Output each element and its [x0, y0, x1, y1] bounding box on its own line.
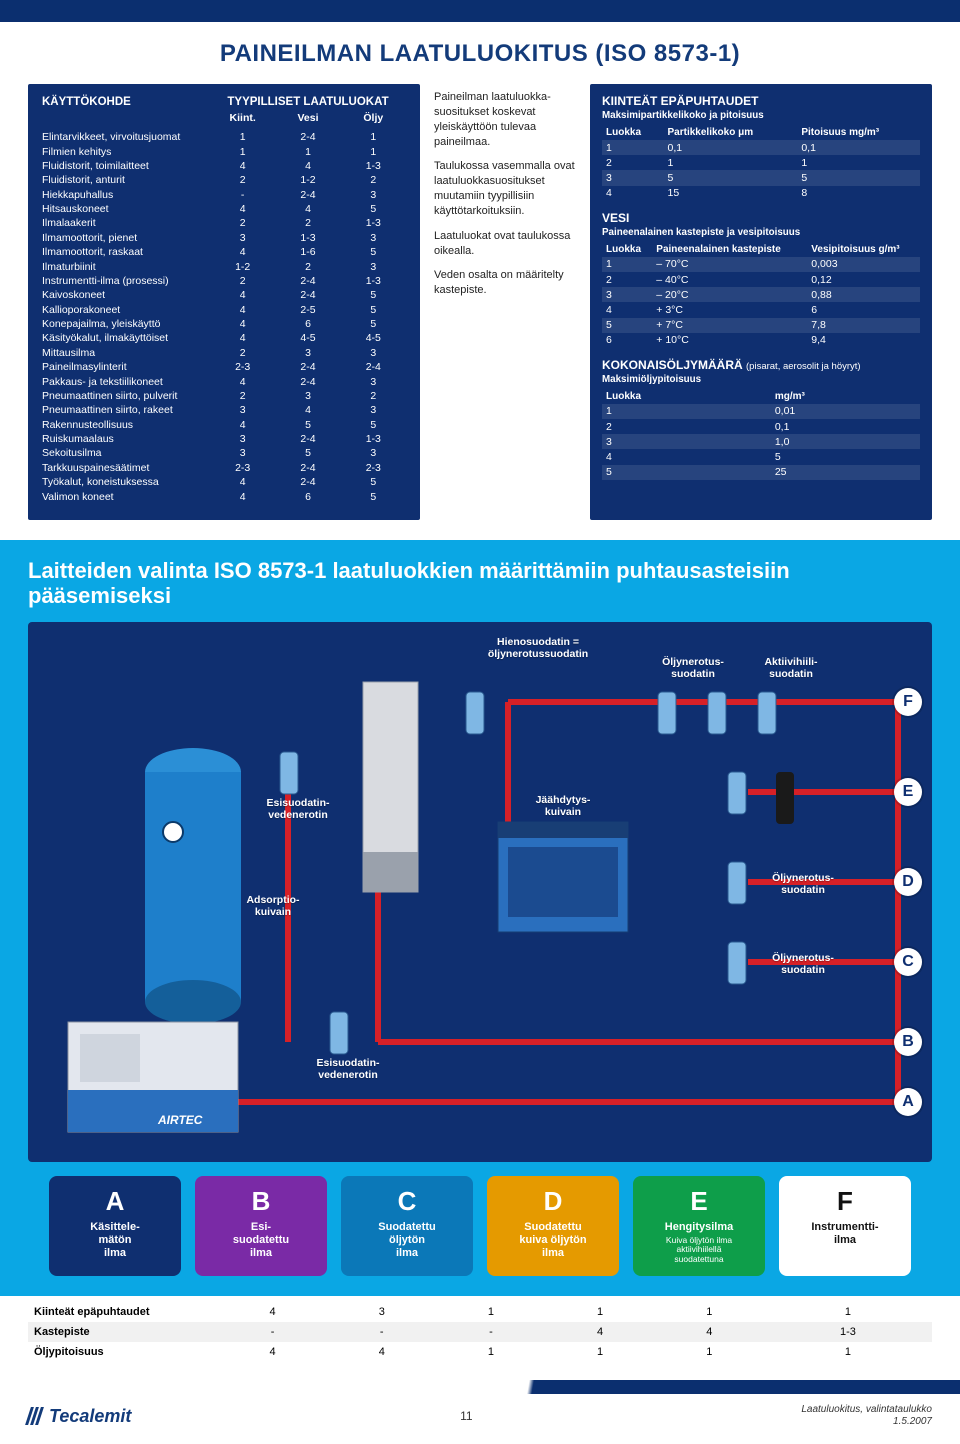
lbl-oljy1: Öljynerotus- suodatin — [648, 656, 738, 680]
bottom-table: Kiinteät epäpuhtaudet431111Kastepiste---… — [0, 1296, 960, 1380]
usage-row: Ilmalaakerit221-3 — [42, 216, 406, 230]
usage-row: Valimon koneet465 — [42, 489, 406, 503]
category-a: AKäsittele- mätön ilma — [49, 1176, 181, 1276]
usage-row: Kaivoskoneet42-45 — [42, 288, 406, 302]
usage-row: Pneumaattinen siirto, rakeet343 — [42, 403, 406, 417]
footer-right: Laatuluokitus, valintataulukko 1.5.2007 — [801, 1404, 932, 1428]
usage-row: Elintarvikkeet, virvoitusjuomat12-41 — [42, 130, 406, 144]
lbl-adsorp: Adsorptio- kuivain — [228, 894, 318, 918]
page-number: 11 — [460, 1409, 472, 1423]
svg-text:AIRTEC: AIRTEC — [157, 1113, 203, 1127]
usage-row: Sekoitusilma353 — [42, 446, 406, 460]
usage-table-panel: KÄYTTÖKOHDE TYYPILLISET LAATULUOKAT Kiin… — [28, 84, 420, 520]
usage-row: Instrumentti-ilma (prosessi)22-41-3 — [42, 274, 406, 288]
fixed-table1: LuokkaPartikkelikoko μmPitoisuus mg/m³ 1… — [602, 125, 920, 201]
mid-p4: Veden osalta on määritelty kastepiste. — [434, 268, 576, 298]
lbl-hieno: Hienosuodatin = öljynerotussuodatin — [458, 636, 618, 660]
usage-sub-oljy: Öljy — [341, 112, 406, 124]
lbl-esisuod2: Esisuodatin- vedenerotin — [298, 1057, 398, 1081]
usage-row: Ilmamoottorit, raskaat41-65 — [42, 245, 406, 259]
btable-row: Kastepiste---441-3 — [28, 1322, 932, 1342]
fixed-title2: VESI — [602, 211, 920, 225]
usage-row: Ilmaturbiinit1-223 — [42, 259, 406, 273]
fixed-table2: LuokkaPaineenalainen kastepisteVesipitoi… — [602, 242, 920, 348]
title-band: PAINEILMAN LAATULUOKITUS (ISO 8573-1) — [0, 22, 960, 84]
fixed-sub3: Maksimiöljypitoisuus — [602, 374, 920, 385]
usage-row: Kallioporakoneet42-55 — [42, 303, 406, 317]
usage-row: Ilmamoottorit, pienet31-33 — [42, 231, 406, 245]
btable-row: Kiinteät epäpuhtaudet431111 — [28, 1302, 932, 1322]
fixed-title1: KIINTEÄT EPÄPUHTAUDET — [602, 94, 920, 108]
category-f: FInstrumentti- ilma — [779, 1176, 911, 1276]
mid-p1: Paineilman laatuluokka­suositukset koske… — [434, 90, 576, 149]
footer: Tecalemit 11 Laatuluokitus, valintataulu… — [0, 1394, 960, 1444]
usage-row: Käsityökalut, ilmakäyttöiset44-54-5 — [42, 331, 406, 345]
diagram: AIRTEC Hie — [28, 622, 932, 1162]
lower-heading: Laitteiden valinta ISO 8573-1 laatuluokk… — [28, 558, 932, 609]
usage-row: Hitsauskoneet445 — [42, 202, 406, 216]
lbl-esisuod1: Esisuodatin- vedenerotin — [253, 797, 343, 821]
fixed-sub1: Maksimipartikkelikoko ja pitoisuus — [602, 110, 920, 121]
mid-p2: Taulukossa vasemmalla ovat laatuluokka­s… — [434, 159, 576, 218]
usage-header-use: KÄYTTÖKOHDE — [42, 96, 210, 108]
usage-row: Paineilmasylinterit2-32-42-4 — [42, 360, 406, 374]
usage-sub-vesi: Vesi — [275, 112, 340, 124]
lbl-oljy3: Öljynerotus- suodatin — [758, 952, 848, 976]
usage-row: Pakkaus- ja tekstiilikoneet42-43 — [42, 374, 406, 388]
usage-row: Fluidistorit, anturit21-22 — [42, 173, 406, 187]
usage-header-group: TYYPILLISET LAATULUOKAT — [210, 96, 406, 108]
lbl-jaah: Jäähdytys- kuivain — [518, 794, 608, 818]
usage-row: Rakennusteollisuus455 — [42, 418, 406, 432]
usage-row: Filmien kehitys111 — [42, 144, 406, 158]
usage-row: Ruiskumaalaus32-41-3 — [42, 432, 406, 446]
fixed-title3: KOKONAISÖLJYMÄÄRÄ (pisarat, aerosolit ja… — [602, 358, 920, 372]
btable-row: Öljypitoisuus441111 — [28, 1342, 932, 1362]
fixed-table3: Luokkamg/m³ 10,0120,131,045525 — [602, 389, 920, 480]
category-row: AKäsittele- mätön ilmaBEsi- suodatettu i… — [0, 1162, 960, 1296]
lbl-aktiv: Aktiivihiili- suodatin — [746, 656, 836, 680]
category-c: CSuodatettu öljytön ilma — [341, 1176, 473, 1276]
category-e: EHengitysilmaKuiva öljytön ilma aktiivih… — [633, 1176, 765, 1276]
usage-row: Pneumaattinen siirto, pulverit232 — [42, 389, 406, 403]
usage-row: Hiekkapuhallus-2-43 — [42, 188, 406, 202]
page-title: PAINEILMAN LAATULUOKITUS (ISO 8573-1) — [0, 40, 960, 68]
category-b: BEsi- suodatettu ilma — [195, 1176, 327, 1276]
usage-row: Fluidistorit, toimilaitteet441-3 — [42, 159, 406, 173]
brand: Tecalemit — [28, 1406, 131, 1427]
fixed-impurities-panel: KIINTEÄT EPÄPUHTAUDET Maksimipartikkelik… — [590, 84, 932, 520]
usage-row: Konepajailma, yleiskäyttö465 — [42, 317, 406, 331]
usage-sub-kiint: Kiint. — [210, 112, 275, 124]
mid-p3: Laatuluokat ovat taulukossa oikealla. — [434, 229, 576, 259]
usage-row: Työkalut, koneistuksessa42-45 — [42, 475, 406, 489]
top-bar — [0, 0, 960, 22]
lbl-oljy2: Öljynerotus- suodatin — [758, 872, 848, 896]
middle-text: Paineilman laatuluokka­suositukset koske… — [434, 84, 576, 520]
category-d: DSuodatettu kuiva öljytön ilma — [487, 1176, 619, 1276]
fixed-sub2: Paineenalainen kastepiste ja vesipitoisu… — [602, 227, 920, 238]
usage-row: Tarkkuuspainesäätimet2-32-42-3 — [42, 461, 406, 475]
usage-row: Mittausilma233 — [42, 346, 406, 360]
